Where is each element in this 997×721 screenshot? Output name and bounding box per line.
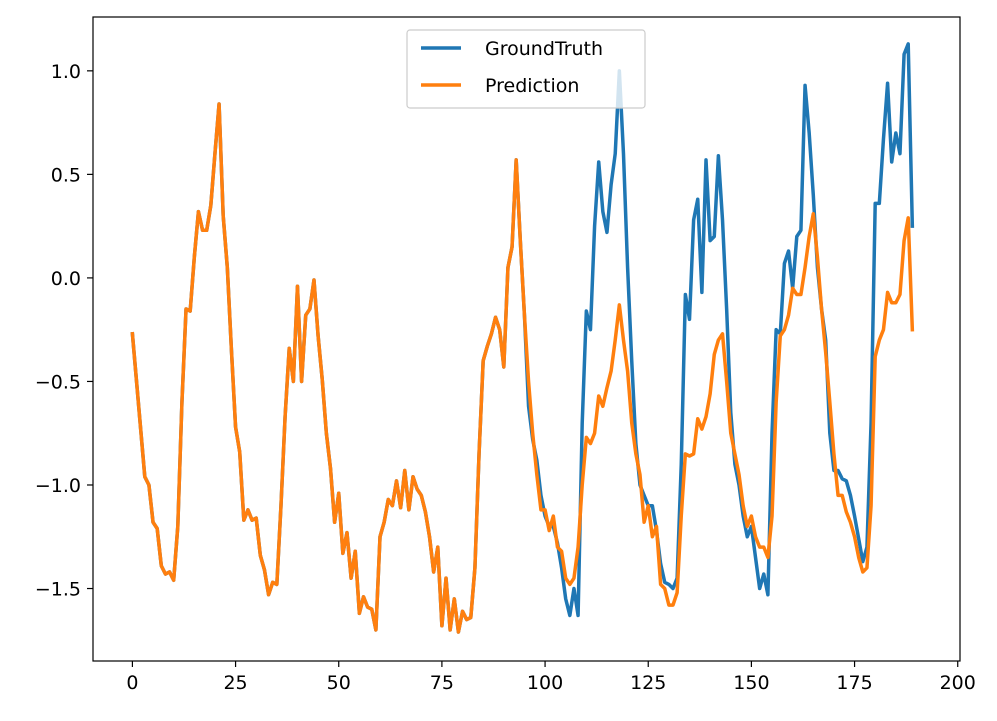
legend-label-prediction: Prediction bbox=[485, 75, 579, 97]
x-tick-label: 25 bbox=[223, 672, 247, 694]
y-tick-label: 0.0 bbox=[51, 268, 81, 290]
y-tick-label: −1.5 bbox=[35, 579, 81, 601]
y-tick-label: −0.5 bbox=[35, 371, 81, 393]
legend-label-groundtruth: GroundTruth bbox=[485, 38, 603, 60]
y-tick-label: 1.0 bbox=[51, 61, 81, 83]
series-line-prediction bbox=[130, 102, 915, 634]
x-tick-label: 125 bbox=[630, 672, 666, 694]
y-tick-label: −1.0 bbox=[35, 475, 81, 497]
legend: GroundTruth Prediction bbox=[406, 29, 646, 109]
x-tick-label: 150 bbox=[733, 672, 769, 694]
x-axis: 0 25 50 75 100 125 150 175 200 bbox=[126, 661, 976, 694]
x-tick-label: 175 bbox=[836, 672, 872, 694]
x-tick-label: 200 bbox=[940, 672, 976, 694]
legend-box bbox=[406, 29, 646, 109]
series-layer bbox=[130, 42, 915, 634]
y-axis: 1.0 0.5 0.0 −0.5 −1.0 −1.5 bbox=[35, 61, 93, 601]
x-tick-label: 75 bbox=[430, 672, 454, 694]
y-tick-label: 0.5 bbox=[51, 164, 81, 186]
x-tick-label: 50 bbox=[327, 672, 351, 694]
plot-frame bbox=[92, 16, 961, 662]
x-tick-label: 100 bbox=[527, 672, 563, 694]
x-tick-label: 0 bbox=[126, 672, 138, 694]
